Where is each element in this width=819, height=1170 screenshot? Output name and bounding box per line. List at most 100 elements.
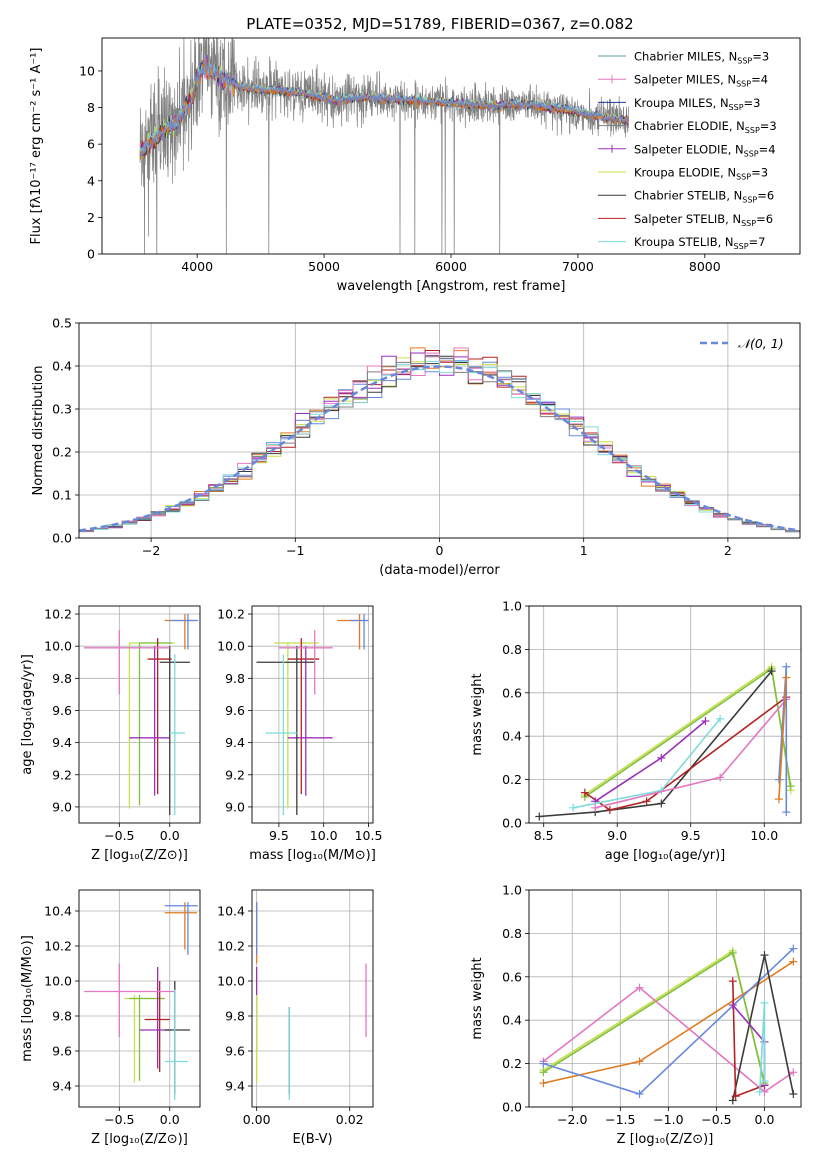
legend-label: Salpeter STELIB, NSSP=6 bbox=[634, 212, 773, 228]
y-tick-label: 10.0 bbox=[217, 974, 245, 989]
y-tick-label: 9.0 bbox=[225, 799, 245, 814]
y-tick-label: 10.2 bbox=[217, 939, 245, 954]
y-tick-label: 0.3 bbox=[52, 402, 72, 417]
y-tick-label: 9.4 bbox=[225, 1079, 245, 1094]
x-tick-label: 10.0 bbox=[750, 828, 778, 843]
errorbar-point bbox=[84, 630, 170, 695]
y-tick-label: 10.0 bbox=[44, 974, 72, 989]
y-tick-label: 0.0 bbox=[502, 816, 522, 831]
legend-label: 𝒩(0, 1) bbox=[738, 336, 784, 351]
x-tick-label: −2.0 bbox=[557, 1112, 587, 1127]
errorbar-point bbox=[147, 638, 172, 795]
y-tick-label: 0.2 bbox=[502, 1056, 522, 1071]
errorbar-point bbox=[129, 646, 170, 796]
x-tick-label: 10.5 bbox=[355, 828, 383, 843]
y-tick-label: 0.0 bbox=[502, 1100, 522, 1115]
x-tick-label: 6000 bbox=[435, 259, 467, 274]
y-tick-label: 9.6 bbox=[225, 703, 245, 718]
y-tick-label: 4 bbox=[87, 173, 95, 188]
observed-spectrum bbox=[139, 38, 630, 254]
y-tick-label: 10 bbox=[79, 63, 95, 78]
legend: Chabrier MILES, NSSP=3 Salpeter MILES, NS… bbox=[598, 50, 777, 251]
errorbar-point bbox=[287, 638, 320, 795]
y-tick-label: 0.0 bbox=[52, 531, 72, 546]
x-tick-label: −1 bbox=[286, 543, 304, 558]
weight-series bbox=[580, 693, 791, 814]
legend-n: =3 bbox=[744, 96, 761, 110]
plot-area bbox=[539, 944, 798, 1105]
plot-residuals: −2 −1 0 1 2 0.0 0.1 0.2 0.3 0.4 0.5 (data-model)/er… bbox=[31, 316, 801, 578]
x-tick-label: 8.5 bbox=[534, 828, 554, 843]
legend-sub: SSP bbox=[729, 103, 744, 112]
legend-sub: SSP bbox=[736, 80, 751, 89]
y-tick-label: 0.6 bbox=[502, 685, 522, 700]
axes-frame bbox=[78, 605, 201, 824]
x-tick-label: 1 bbox=[580, 543, 588, 558]
y-axis-label: age [log₁₀(age/yr)] bbox=[20, 654, 35, 775]
errorbar-point bbox=[138, 642, 172, 806]
y-tick-label: 2 bbox=[87, 210, 95, 225]
x-tick-label: 0.02 bbox=[336, 1112, 364, 1127]
legend-n: =4 bbox=[759, 142, 776, 156]
y-axis-label: Flux [fλ10⁻¹⁷ erg cm⁻² s⁻¹ A⁻¹] bbox=[29, 48, 44, 245]
legend-label: Salpeter MILES, NSSP=4 bbox=[634, 73, 768, 89]
plot-mass-vs-ebv: 0.00 0.02 9.4 9.6 9.8 10.0 10.2 10.4 E(B-V) bbox=[217, 889, 374, 1147]
weight-series bbox=[755, 998, 769, 1096]
y-tick-label: 0.1 bbox=[52, 488, 72, 503]
plot-area bbox=[84, 614, 198, 815]
series-line bbox=[539, 670, 773, 818]
y-axis-label: mass weight bbox=[470, 673, 485, 755]
y-tick-label: 0.2 bbox=[502, 772, 522, 787]
x-tick-label: −1.5 bbox=[605, 1112, 635, 1127]
errorbar-point bbox=[139, 967, 170, 1069]
y-tick-label: 9.8 bbox=[225, 1009, 245, 1024]
errorbar-point bbox=[164, 981, 190, 1095]
series-line bbox=[594, 720, 706, 802]
legend-sub: SSP bbox=[741, 219, 756, 228]
plot-mass-vs-Z: −0.5 0.0 9.4 9.6 9.8 10.0 10.2 10.4 Z [log₁₀(Z/Z… bbox=[20, 889, 201, 1147]
x-axis-label: mass [log₁₀(M/M⊙)] bbox=[249, 848, 376, 863]
legend-n: =3 bbox=[760, 119, 777, 133]
errorbar-point bbox=[164, 902, 197, 950]
x-axis-label: Z [log₁₀(Z/Z⊙)] bbox=[91, 1132, 188, 1147]
y-tick-label: 0.4 bbox=[502, 729, 522, 744]
x-tick-label: −0.5 bbox=[701, 1112, 731, 1127]
x-tick-label: 0.0 bbox=[160, 1112, 180, 1127]
errorbar-point bbox=[287, 646, 333, 796]
legend-n: =6 bbox=[757, 189, 774, 203]
y-tick-label: 9.6 bbox=[52, 1044, 72, 1059]
series-line bbox=[584, 667, 792, 798]
errorbar-point bbox=[169, 614, 198, 650]
y-axis-label: Normed distribution bbox=[31, 366, 46, 496]
legend-sub: SSP bbox=[736, 173, 751, 182]
y-tick-label: 0.8 bbox=[502, 642, 522, 657]
x-axis-label: Z [log₁₀(Z/Z⊙)] bbox=[91, 848, 188, 863]
x-tick-label: 0.00 bbox=[243, 1112, 271, 1127]
y-tick-label: 9.8 bbox=[52, 1009, 72, 1024]
errorbar-point bbox=[128, 642, 175, 809]
plot-area bbox=[256, 902, 367, 1100]
x-tick-label: 0.0 bbox=[755, 1112, 775, 1127]
errorbar-point bbox=[124, 995, 165, 1083]
y-tick-label: 9.6 bbox=[225, 1044, 245, 1059]
errorbar-point bbox=[84, 963, 175, 1037]
y-tick-label: 10.2 bbox=[44, 607, 72, 622]
legend-n: =7 bbox=[749, 235, 766, 249]
series-line bbox=[778, 677, 788, 800]
legend-label: Chabrier MILES, NSSP=3 bbox=[634, 50, 769, 66]
y-tick-label: 10.0 bbox=[217, 639, 245, 654]
errorbar-point bbox=[164, 902, 198, 955]
x-tick-label: 0.0 bbox=[160, 828, 180, 843]
legend-label: Chabrier STELIB, NSSP=6 bbox=[634, 189, 774, 205]
errorbar-point bbox=[164, 614, 195, 650]
legend-label: Kroupa ELODIE, NSSP=3 bbox=[634, 166, 768, 182]
weight-series bbox=[569, 714, 725, 812]
y-tick-label: 0.4 bbox=[502, 1013, 522, 1028]
legend-sub: SSP bbox=[742, 196, 757, 205]
legend-sub: SSP bbox=[737, 57, 752, 66]
weight-series bbox=[774, 662, 791, 817]
x-tick-label: 8000 bbox=[689, 259, 721, 274]
plot-weight-vs-Z: −2.0 −1.5 −1.0 −0.5 0.0 0.0 0.2 0.4 0.6 0.8 1.0 Z [… bbox=[470, 883, 802, 1147]
weight-series bbox=[728, 951, 798, 1105]
x-tick-label: 10.0 bbox=[310, 828, 338, 843]
